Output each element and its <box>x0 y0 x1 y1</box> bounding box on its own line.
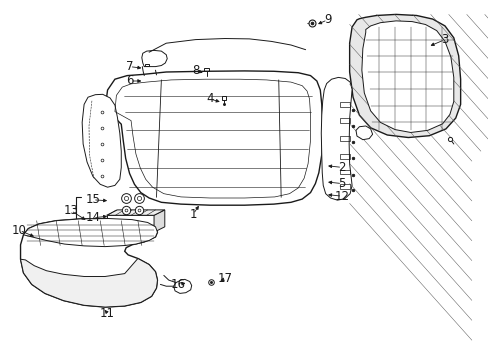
Text: 3: 3 <box>440 33 448 46</box>
Polygon shape <box>106 215 154 232</box>
Text: 10: 10 <box>12 224 27 237</box>
Bar <box>339 184 349 189</box>
Text: 4: 4 <box>206 93 214 105</box>
Polygon shape <box>82 94 121 187</box>
Text: 14: 14 <box>85 211 100 224</box>
Text: 5: 5 <box>338 177 346 190</box>
Text: 2: 2 <box>338 161 346 174</box>
Bar <box>339 170 349 174</box>
Text: 12: 12 <box>334 190 349 203</box>
Text: 6: 6 <box>125 75 133 87</box>
Bar <box>339 154 349 159</box>
Bar <box>339 136 349 141</box>
Text: 16: 16 <box>171 278 185 291</box>
Bar <box>339 102 349 107</box>
Text: 8: 8 <box>191 64 199 77</box>
Polygon shape <box>105 71 322 205</box>
Text: 15: 15 <box>85 193 100 206</box>
Polygon shape <box>106 210 164 215</box>
Polygon shape <box>355 126 372 140</box>
Text: 13: 13 <box>63 204 78 217</box>
Polygon shape <box>321 77 351 200</box>
Polygon shape <box>173 279 191 293</box>
Bar <box>339 118 349 123</box>
Text: 9: 9 <box>323 13 331 26</box>
Polygon shape <box>20 219 157 307</box>
Text: 1: 1 <box>189 208 197 221</box>
Polygon shape <box>154 210 164 232</box>
Text: 7: 7 <box>125 60 133 73</box>
Text: 11: 11 <box>100 307 115 320</box>
Polygon shape <box>361 21 453 132</box>
Polygon shape <box>349 14 460 138</box>
Polygon shape <box>20 258 157 307</box>
Polygon shape <box>23 219 157 247</box>
Text: 17: 17 <box>217 273 232 285</box>
